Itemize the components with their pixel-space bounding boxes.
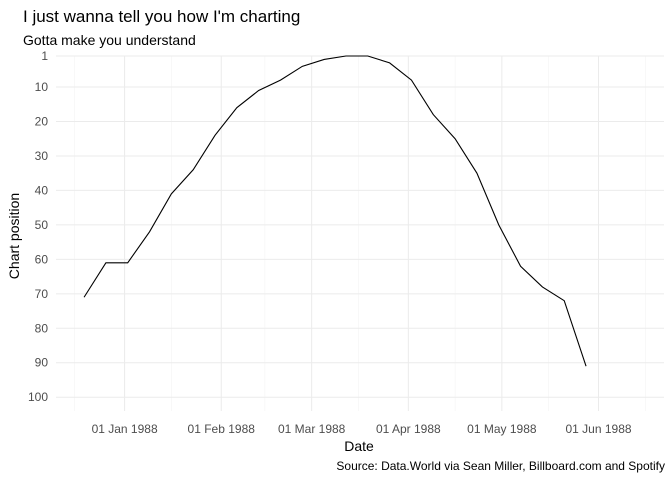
y-tick-label: 20 bbox=[35, 114, 49, 128]
x-tick-label: 01 Jan 1988 bbox=[92, 422, 158, 436]
chart-subtitle: Gotta make you understand bbox=[23, 32, 196, 48]
chart-caption: Source: Data.World via Sean Miller, Bill… bbox=[336, 459, 665, 473]
y-tick-label: 40 bbox=[35, 183, 49, 197]
series-line bbox=[83, 55, 587, 367]
x-tick-label: 01 Feb 1988 bbox=[188, 422, 256, 436]
x-axis-title: Date bbox=[344, 438, 374, 454]
series-layer bbox=[83, 55, 587, 367]
y-tick-label: 50 bbox=[35, 218, 49, 232]
y-tick-label: 60 bbox=[35, 252, 49, 266]
y-tick-label: 100 bbox=[28, 390, 48, 404]
grid bbox=[56, 55, 664, 411]
x-tick-label: 01 May 1988 bbox=[467, 422, 537, 436]
y-tick-label: 30 bbox=[35, 149, 49, 163]
y-tick-label: 1 bbox=[41, 49, 48, 63]
x-axis-ticks: 01 Jan 1988 01 Feb 1988 01 Mar 1988 01 Apr … bbox=[92, 422, 632, 436]
x-tick-label: 01 Jun 1988 bbox=[565, 422, 631, 436]
y-tick-label: 70 bbox=[35, 287, 49, 301]
y-tick-label: 10 bbox=[35, 80, 49, 94]
y-axis-ticks: 1 10 20 30 40 50 60 70 80 90 100 bbox=[28, 49, 48, 404]
y-axis-title: Chart position bbox=[6, 193, 22, 279]
chart-title: I just wanna tell you how I'm charting bbox=[23, 7, 300, 26]
y-tick-label: 90 bbox=[35, 356, 49, 370]
x-tick-label: 01 Mar 1988 bbox=[278, 422, 346, 436]
y-tick-label: 80 bbox=[35, 321, 49, 335]
x-tick-label: 01 Apr 1988 bbox=[376, 422, 441, 436]
